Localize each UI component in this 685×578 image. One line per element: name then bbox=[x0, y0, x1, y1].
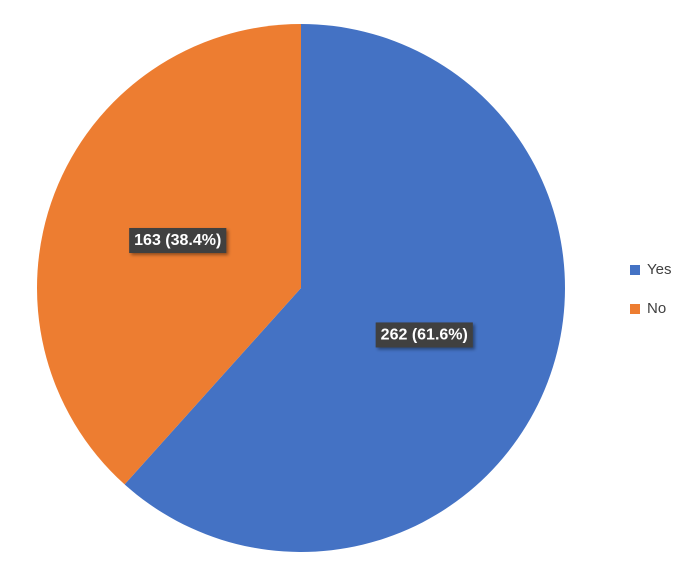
data-label-text: 262 (61.6%) bbox=[381, 326, 468, 343]
legend-swatch bbox=[630, 304, 640, 314]
legend-swatch bbox=[630, 265, 640, 275]
data-label-box bbox=[375, 322, 473, 348]
data-label: 163 (38.4%) bbox=[129, 227, 227, 254]
data-label-text: 163 (38.4%) bbox=[134, 232, 221, 249]
legend-label: Yes bbox=[647, 261, 671, 278]
data-label: 262 (61.6%) bbox=[375, 322, 473, 348]
pie-slice bbox=[36, 24, 301, 485]
pie-slice bbox=[124, 24, 565, 553]
legend-label: No bbox=[647, 300, 666, 317]
data-label-box bbox=[129, 227, 227, 254]
